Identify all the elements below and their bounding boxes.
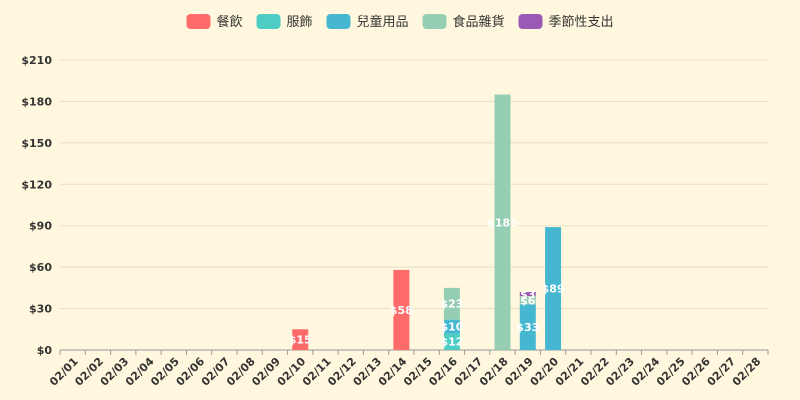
legend-swatch (518, 14, 543, 29)
legend-item[interactable]: 餐飲 (186, 14, 243, 30)
data-label: $15 (289, 334, 312, 347)
y-tick-label: $150 (21, 137, 52, 150)
y-tick-label: $120 (21, 178, 52, 191)
data-label: $6 (520, 294, 536, 307)
data-label: $10 (440, 321, 463, 334)
x-axis: 02/0102/0202/0302/0402/0502/0602/0702/08… (47, 349, 769, 389)
legend-item[interactable]: 兒童用品 (326, 14, 409, 30)
data-label: $12 (440, 336, 463, 349)
bar-segment[interactable] (519, 304, 536, 350)
legend-item[interactable]: 食品雜貨 (422, 14, 505, 30)
y-tick-label: $90 (29, 220, 52, 233)
bar-segment[interactable] (292, 329, 309, 350)
y-tick-label: $0 (37, 344, 53, 357)
x-tick-label: 02/28 (730, 355, 764, 389)
legend-label: 季節性支出 (549, 15, 614, 30)
legend-swatch (422, 14, 447, 29)
bars (292, 94, 562, 351)
legend-item[interactable]: 服飾 (256, 14, 313, 30)
legend-label: 餐飲 (217, 14, 243, 30)
bar-segment[interactable] (545, 227, 562, 350)
y-axis: $0 $30 $60 $90 $120 $150 $180 $210 (21, 54, 52, 357)
bar-segment[interactable] (443, 287, 460, 320)
y-tick-label: $60 (29, 261, 52, 274)
data-label: $33 (516, 321, 539, 334)
legend-swatch (256, 14, 281, 29)
legend: 餐飲 服飾 兒童用品 食品雜貨 季節性支出 (186, 14, 614, 30)
data-label: $185 (487, 216, 518, 229)
legend-swatch (186, 14, 211, 29)
legend-label: 服飾 (287, 15, 313, 30)
legend-label: 兒童用品 (357, 14, 409, 30)
y-tick-label: $180 (21, 95, 52, 108)
legend-label: 食品雜貨 (453, 14, 505, 30)
y-tick-label: $210 (21, 54, 52, 67)
legend-swatch (326, 14, 351, 29)
gridlines (60, 59, 768, 351)
bar-segment[interactable] (519, 292, 536, 297)
data-label: $23 (440, 298, 463, 311)
bar-segment[interactable] (393, 269, 410, 350)
bar-segment[interactable] (519, 296, 536, 305)
bar-segment[interactable] (443, 319, 460, 334)
bar-segment[interactable] (494, 94, 511, 351)
legend-item[interactable]: 季節性支出 (518, 14, 614, 30)
data-label: $3 (520, 288, 535, 301)
data-label: $58 (390, 304, 413, 317)
data-label: $89 (542, 283, 565, 296)
y-tick-label: $30 (29, 303, 52, 316)
bar-segment[interactable] (443, 333, 460, 350)
data-labels: $15 $58 $12 $10 $23 $185 $33 $6$3 $89 (289, 216, 565, 348)
